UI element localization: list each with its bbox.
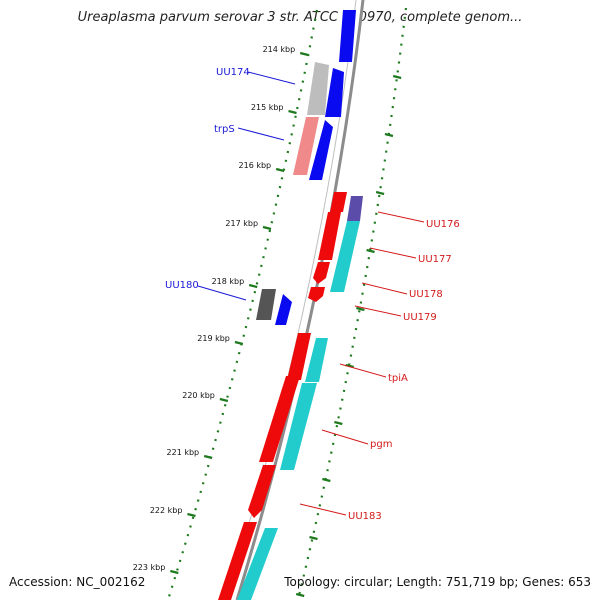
kbp-tick-label: 217 kbp xyxy=(225,219,258,228)
kbp-tick-mark xyxy=(234,340,244,346)
kbp-tick-label: 221 kbp xyxy=(167,448,200,457)
outer-tick-mark xyxy=(392,74,402,80)
scale-ticks: 214 kbp 215 kbp 216 kbp 217 kbp 218 kbp 219 k… xyxy=(133,45,402,598)
kbp-tick-mark xyxy=(288,109,297,115)
gene-uu177-red xyxy=(318,212,341,260)
kbp-tick-label: 220 kbp xyxy=(182,391,215,400)
gene-label-uu176: UU176 xyxy=(426,219,460,230)
outer-tick-mark xyxy=(345,363,354,369)
kbp-tick-label: 219 kbp xyxy=(197,334,230,343)
inner-dotted-ring xyxy=(166,9,319,600)
gene-tpia-red xyxy=(287,333,311,380)
gene-uu176-red xyxy=(330,192,347,212)
gene-label-trps: trpS xyxy=(214,124,235,135)
gene-trps-pink xyxy=(293,117,319,175)
gene-uu178-red xyxy=(313,262,330,284)
map-title: Ureaplasma parvum serovar 3 str. ATCC 70… xyxy=(77,10,523,25)
kbp-tick-mark xyxy=(275,167,285,173)
outer-tick-mark xyxy=(366,248,375,254)
kbp-tick-mark xyxy=(248,283,258,289)
gene-label-uu180: UU180 xyxy=(165,280,199,291)
kbp-tick-mark xyxy=(203,454,213,460)
gene-tpia-cyan xyxy=(305,338,328,382)
gene-uu179-red xyxy=(308,287,325,302)
gene-label-uu178: UU178 xyxy=(409,289,443,300)
gene-uu180-blue xyxy=(275,294,292,325)
kbp-tick-label: 223 kbp xyxy=(133,563,166,572)
genes-value: 653 xyxy=(568,575,591,589)
length-value: 751,719 bp xyxy=(445,575,515,589)
forward-leaders xyxy=(197,71,296,301)
backbone-inner-line xyxy=(225,0,357,600)
gene-label-pgm: pgm xyxy=(370,439,392,450)
kbp-tick-mark xyxy=(219,397,229,403)
kbp-tick-label: 222 kbp xyxy=(150,506,183,515)
gene-label-uu177: UU177 xyxy=(418,254,452,265)
outer-tick-mark xyxy=(295,592,305,598)
gene-uu176-purple xyxy=(347,196,363,221)
length-label: Length: xyxy=(396,575,442,589)
kbp-tick-mark xyxy=(262,225,272,231)
kbp-tick-label: 214 kbp xyxy=(263,45,296,54)
gene-label-uu179: UU179 xyxy=(403,312,437,323)
reverse-leaders xyxy=(299,211,425,516)
gene-label-uu174: UU174 xyxy=(216,67,250,78)
outer-tick-mark xyxy=(334,420,343,426)
gene-uu180-darkgray xyxy=(256,289,276,320)
gene-pgm-red xyxy=(259,376,300,462)
gene-top-blue xyxy=(339,10,356,62)
topology-label: Topology: xyxy=(284,575,341,589)
genes-label: Genes: xyxy=(522,575,565,589)
outer-tick-mark xyxy=(375,190,385,196)
topology-value: circular xyxy=(344,575,389,589)
kbp-tick-mark xyxy=(187,512,196,518)
accession-label: Accession: xyxy=(9,575,73,589)
gene-bottom-red xyxy=(218,522,257,600)
outer-tick-mark xyxy=(356,306,365,312)
gene-uu183-red xyxy=(248,465,276,518)
outer-tick-mark xyxy=(384,132,394,138)
gene-label-tpia: tpiA xyxy=(388,373,408,384)
outer-tick-mark xyxy=(309,535,318,541)
accession-text: Accession: NC_002162 xyxy=(9,575,145,589)
gene-pgm-cyan xyxy=(280,383,317,470)
gene-uu174-blue xyxy=(325,68,344,117)
kbp-tick-label: 215 kbp xyxy=(251,103,284,112)
outer-tick-mark xyxy=(322,477,331,483)
kbp-tick-label: 216 kbp xyxy=(239,161,272,170)
gene-trps-blue xyxy=(309,120,333,180)
kbp-tick-label: 218 kbp xyxy=(212,277,245,286)
outer-dotted-ring xyxy=(296,7,408,600)
gene-uu174-gray xyxy=(307,62,329,115)
gene-bottom-cyan xyxy=(237,528,278,600)
kbp-tick-mark xyxy=(170,569,179,575)
accession-value: NC_002162 xyxy=(76,575,146,589)
genome-stats-text: Topology: circular; Length: 751,719 bp; … xyxy=(284,575,591,589)
gene-uu177-cyan xyxy=(330,221,360,292)
kbp-tick-mark xyxy=(299,51,309,57)
gene-label-uu183: UU183 xyxy=(348,511,382,522)
